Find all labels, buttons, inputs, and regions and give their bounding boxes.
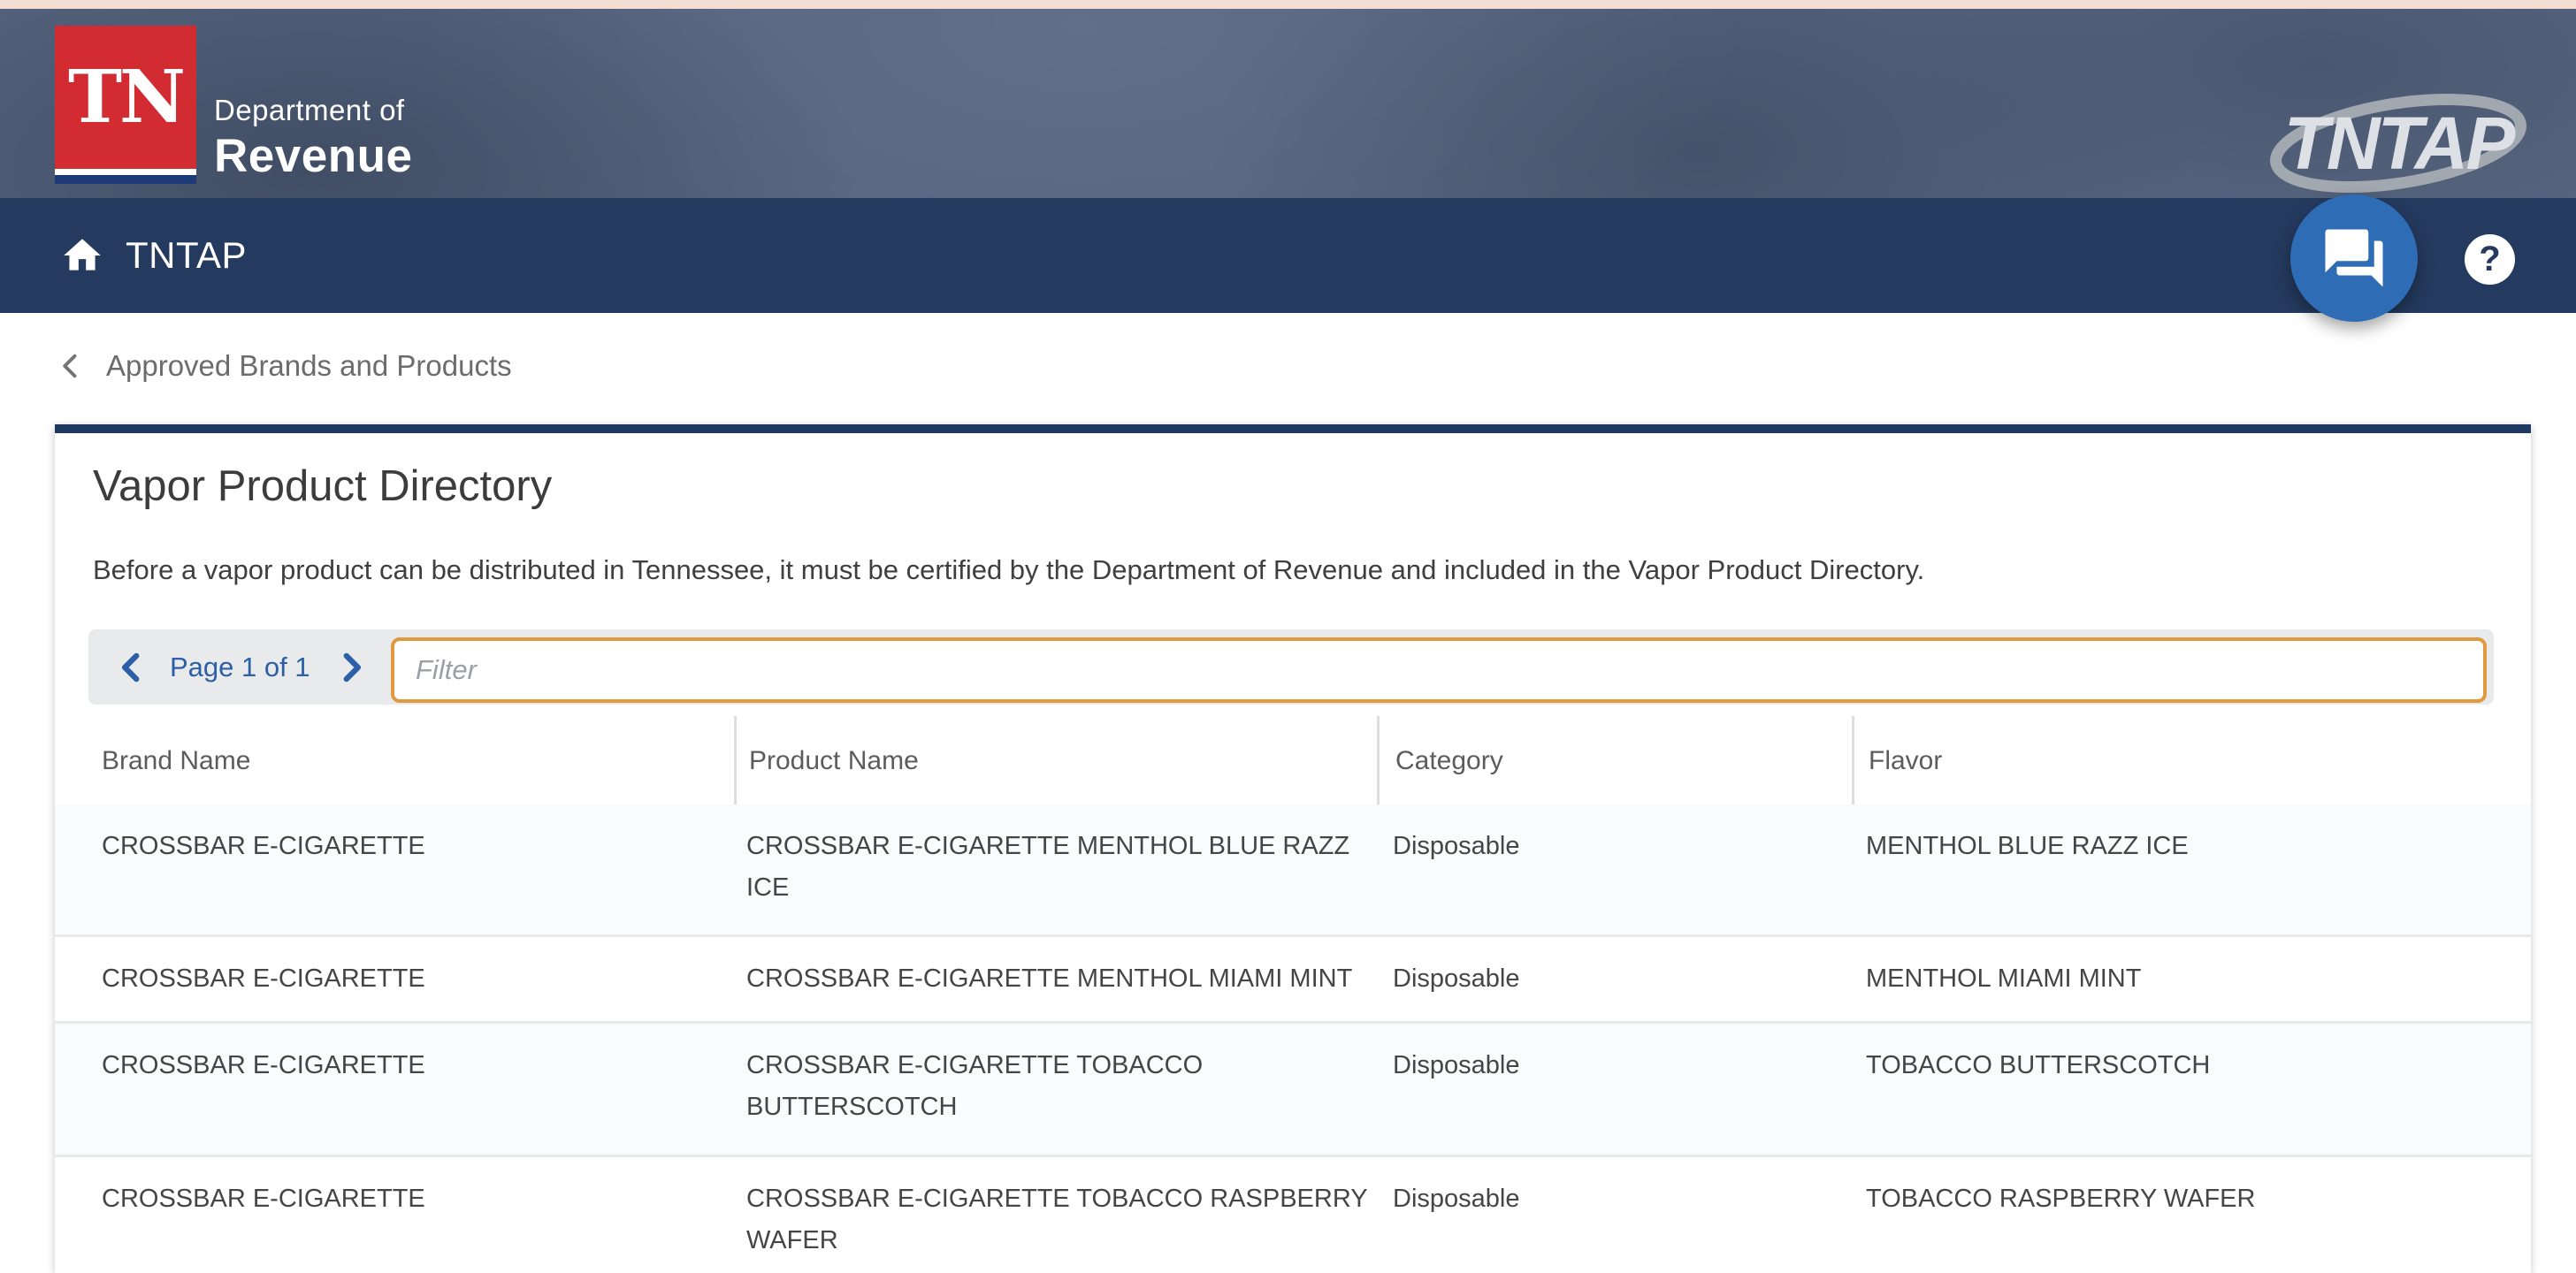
navbar: TNTAP [0, 198, 2576, 313]
column-header-flavor: Flavor [1852, 716, 2531, 804]
pager-filter-bar: Page 1 of 1 [88, 629, 2494, 705]
cell-product: CROSSBAR E-CIGARETTE TOBACCO RASPBERRY W… [746, 1185, 1368, 1254]
agency-banner: TN Department of Revenue TNTAP [0, 9, 2576, 198]
cell-product: CROSSBAR E-CIGARETTE MENTHOL MIAMI MINT [746, 964, 1353, 993]
table-header-row: Brand Name Product Name Category Flavor [55, 716, 2531, 804]
table-row: CROSSBAR E-CIGARETTE CROSSBAR E-CIGARETT… [55, 937, 2531, 1024]
column-header-brand-name: Brand Name [102, 746, 251, 775]
cell-flavor: MENTHOL BLUE RAZZ ICE [1866, 832, 2189, 860]
cell-brand: CROSSBAR E-CIGARETTE [102, 1185, 425, 1213]
nav-home-link[interactable]: TNTAP [60, 198, 247, 313]
column-header-category: Category [1377, 716, 1852, 804]
breadcrumb-back-icon [63, 354, 77, 378]
cell-flavor: TOBACCO BUTTERSCOTCH [1866, 1051, 2211, 1079]
table-row: CROSSBAR E-CIGARETTE CROSSBAR E-CIGARETT… [55, 1024, 2531, 1157]
chat-button[interactable] [2290, 194, 2418, 322]
top-accent-strip [0, 0, 2576, 9]
table-row: CROSSBAR E-CIGARETTE CROSSBAR E-CIGARETT… [55, 804, 2531, 937]
cell-category: Disposable [1393, 1051, 1520, 1079]
cell-product: CROSSBAR E-CIGARETTE TOBACCO BUTTERSCOTC… [746, 1051, 1204, 1121]
cell-brand: CROSSBAR E-CIGARETTE [102, 1051, 425, 1079]
tntap-logo-text: TNTAP [2284, 102, 2517, 185]
tn-logo: TN [55, 26, 196, 184]
vapor-directory-card: Vapor Product Directory Before a vapor p… [55, 424, 2531, 1273]
cell-flavor: TOBACCO RASPBERRY WAFER [1866, 1185, 2256, 1213]
tn-logo-red-box: TN [55, 26, 196, 169]
pager-next-button chevron-right-icon[interactable] [333, 649, 370, 686]
tntap-logo: TNTAP [2270, 93, 2526, 194]
cell-flavor: MENTHOL MIAMI MINT [1866, 964, 2142, 993]
agency-name-line1: Department of [214, 94, 405, 126]
agency-name-line2: Revenue [214, 130, 413, 182]
table-body: CROSSBAR E-CIGARETTE CROSSBAR E-CIGARETT… [55, 804, 2531, 1273]
page-title: Vapor Product Directory [93, 462, 553, 510]
tn-logo-white-bar [55, 169, 196, 175]
nav-home-label: TNTAP [126, 234, 248, 276]
tn-logo-text: TN [68, 55, 186, 140]
chat-icon [2325, 229, 2383, 287]
agency-name: Department of Revenue [214, 94, 412, 183]
cell-brand: CROSSBAR E-CIGARETTE [102, 964, 425, 993]
help-button[interactable]: ? [2465, 234, 2515, 285]
cell-category: Disposable [1393, 832, 1520, 860]
cell-product: CROSSBAR E-CIGARETTE MENTHOL BLUE RAZZ I… [746, 832, 1350, 902]
pager-prev-button chevron-left-icon[interactable] [113, 649, 150, 686]
breadcrumb-label: Approved Brands and Products [106, 349, 512, 382]
filter-input[interactable] [391, 637, 2487, 703]
cell-brand: CROSSBAR E-CIGARETTE [102, 832, 425, 860]
table-row: CROSSBAR E-CIGARETTE CROSSBAR E-CIGARETT… [55, 1157, 2531, 1273]
cell-category: Disposable [1393, 1185, 1520, 1213]
tn-logo-navy-bar [55, 175, 196, 184]
home-icon [64, 239, 101, 271]
column-header-product-name: Product Name [734, 716, 1377, 804]
cell-category: Disposable [1393, 964, 1520, 993]
page-description: Before a vapor product can be distribute… [93, 554, 1925, 585]
breadcrumb[interactable]: Approved Brands and Products [55, 347, 512, 385]
help-icon: ? [2479, 239, 2501, 278]
pager-label: Page 1 of 1 [170, 652, 310, 682]
